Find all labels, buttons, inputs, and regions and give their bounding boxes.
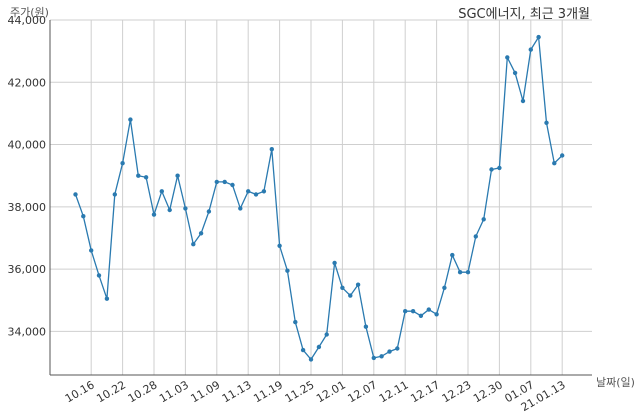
data-point xyxy=(89,248,94,253)
data-point xyxy=(489,167,494,172)
data-point xyxy=(277,243,282,248)
data-point xyxy=(379,354,384,359)
series-line xyxy=(74,35,563,361)
x-tick-label: 11.03 xyxy=(157,378,191,405)
data-point xyxy=(528,47,533,52)
data-point xyxy=(387,349,392,354)
data-point xyxy=(238,206,243,211)
data-point xyxy=(560,153,565,158)
chart-title: SGC에너지, 최근 3개월 xyxy=(458,7,590,22)
data-point xyxy=(457,270,463,275)
data-point xyxy=(450,252,455,258)
data-point xyxy=(465,270,471,275)
data-point xyxy=(410,309,416,314)
x-tick-label: 12.23 xyxy=(440,378,474,405)
data-point xyxy=(191,242,196,247)
x-tick-label: 12.30 xyxy=(471,378,505,405)
x-tick-label: 11.25 xyxy=(283,378,317,405)
y-tick-label: 42,000 xyxy=(8,76,47,89)
data-point xyxy=(206,209,212,214)
data-point xyxy=(442,285,447,290)
x-tick-label: 11.19 xyxy=(251,378,285,405)
data-point xyxy=(434,312,439,317)
data-point xyxy=(104,296,110,301)
x-tick-label: 10.22 xyxy=(94,378,128,405)
data-point xyxy=(371,355,376,361)
data-point xyxy=(253,192,259,197)
data-point xyxy=(261,189,267,194)
data-point xyxy=(198,231,204,236)
x-tick-label: 12.11 xyxy=(377,378,411,405)
data-point xyxy=(128,117,133,122)
data-point xyxy=(308,357,314,362)
y-axis-label: 주가(원) xyxy=(10,6,49,19)
data-point xyxy=(81,214,86,219)
data-point xyxy=(512,70,518,76)
x-tick-label: 12.01 xyxy=(314,378,348,405)
data-point xyxy=(473,234,478,239)
data-point xyxy=(324,332,329,337)
data-point xyxy=(222,179,227,185)
data-point xyxy=(151,212,157,217)
data-point xyxy=(96,273,102,278)
data-point xyxy=(481,217,486,222)
data-point xyxy=(300,347,306,353)
data-point xyxy=(552,161,557,166)
y-tick-label: 40,000 xyxy=(8,139,47,152)
x-tick-label: 10.16 xyxy=(63,378,97,405)
data-point xyxy=(175,173,180,178)
data-point xyxy=(73,192,78,197)
data-point xyxy=(348,293,353,298)
data-point xyxy=(230,182,235,188)
y-tick-label: 36,000 xyxy=(8,263,47,276)
data-point xyxy=(269,147,274,152)
x-tick-label: 10.28 xyxy=(126,378,160,405)
x-tick-labels: 10.1610.2210.2811.0311.0911.1311.1911.25… xyxy=(63,378,568,414)
data-point xyxy=(120,161,125,166)
data-point xyxy=(520,98,526,104)
data-point xyxy=(340,285,345,290)
data-point xyxy=(143,175,149,180)
x-tick-label: 12.07 xyxy=(346,378,380,405)
y-tick-labels: 34,000 36,000 38,000 40,000 42,000 44,000 xyxy=(8,14,47,338)
y-tick-label: 44,000 xyxy=(8,14,47,27)
data-point xyxy=(183,206,188,211)
y-tick-label: 38,000 xyxy=(8,201,47,214)
data-point xyxy=(544,120,549,126)
grid-lines xyxy=(50,19,592,375)
y-tick-label: 34,000 xyxy=(8,325,47,338)
data-point xyxy=(497,165,502,171)
x-tick-label: 11.13 xyxy=(220,378,254,405)
price-series xyxy=(73,34,565,362)
data-point xyxy=(403,309,408,314)
data-point xyxy=(536,34,541,40)
data-point xyxy=(293,319,298,325)
data-point xyxy=(395,346,400,351)
data-point xyxy=(159,189,164,194)
x-tick-label: 12.17 xyxy=(408,378,442,405)
data-point xyxy=(363,324,369,329)
data-point xyxy=(316,344,322,350)
data-point xyxy=(418,313,424,318)
data-point xyxy=(112,192,118,197)
data-point xyxy=(355,282,361,287)
data-point xyxy=(136,173,141,178)
axes xyxy=(49,20,592,376)
data-point xyxy=(332,260,337,266)
data-point xyxy=(167,207,172,213)
data-point xyxy=(214,179,219,185)
data-point xyxy=(505,55,510,60)
data-point xyxy=(285,268,290,273)
x-tick-label: 11.09 xyxy=(189,378,223,405)
data-point xyxy=(246,189,251,194)
x-axis-label: 날짜(일) xyxy=(596,375,635,389)
data-point xyxy=(426,307,431,312)
